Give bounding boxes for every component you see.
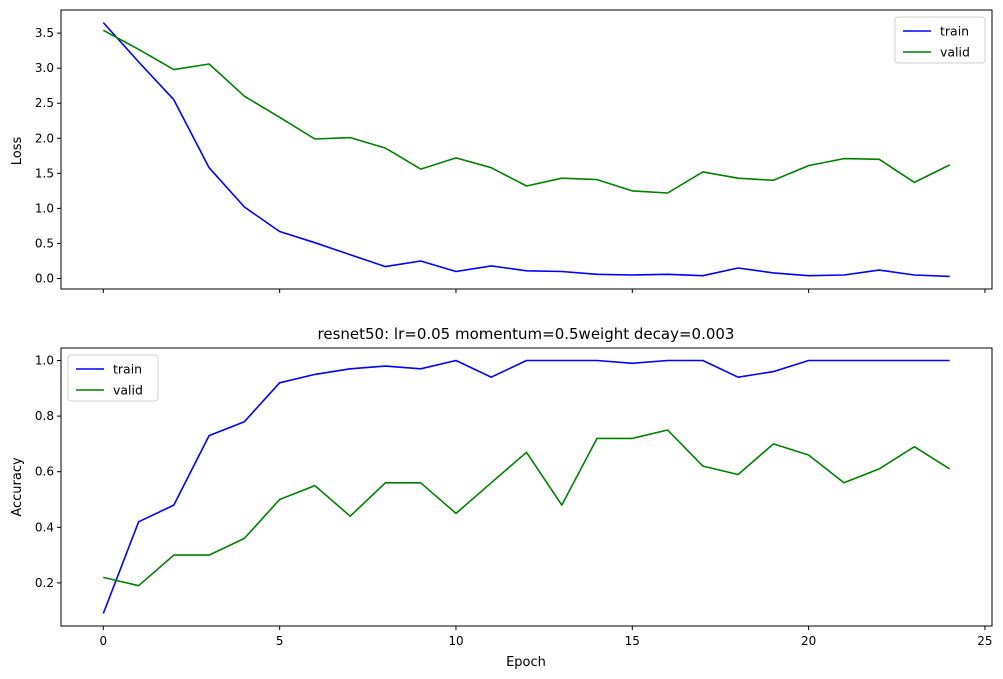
- loss-series-valid-line: [102, 29, 951, 194]
- loss-y-tick-label: 2.0: [35, 131, 54, 145]
- accuracy-y-tick-label: 0.2: [35, 576, 54, 590]
- loss-y-tick-label: 1.0: [35, 201, 54, 215]
- accuracy-x-tick-label: 0: [99, 634, 107, 648]
- accuracy-series-valid-line: [103, 429, 951, 587]
- loss-y-tick-label: 1.5: [35, 166, 54, 180]
- accuracy-legend-label-train: train: [113, 362, 142, 377]
- accuracy-y-axis-label: Accuracy: [10, 457, 25, 517]
- loss-legend: train valid: [894, 16, 986, 64]
- accuracy-legend-label-valid: valid: [113, 383, 143, 398]
- accuracy-x-tick-label: 5: [276, 634, 284, 648]
- accuracy-chart: resnet50: lr=0.05 momentum=0.5weight dec…: [10, 325, 993, 670]
- accuracy-axes-frame: [60, 347, 993, 627]
- accuracy-x-tick-label: 10: [448, 634, 463, 648]
- loss-y-axis-label: Loss: [10, 137, 25, 166]
- loss-axes-frame: [60, 9, 993, 290]
- loss-y-tick-label: 3.0: [35, 61, 54, 75]
- accuracy-y-tick-label: 0.4: [35, 520, 54, 534]
- loss-y-tick-label: 0.0: [35, 271, 54, 285]
- accuracy-x-tick-label: 15: [625, 634, 640, 648]
- loss-plot-area: 0.0 0.5 1.0 1.5 2.0 2.5 3.0 3.5 train valid: [35, 9, 993, 293]
- accuracy-y-tick-label: 0.6: [35, 465, 54, 479]
- loss-series-train-line: [102, 22, 950, 278]
- accuracy-plot-area: 0 5 10 15 20 25 0.2 0.4 0.6 0.8 1.0 train valid: [35, 347, 993, 648]
- loss-legend-label-train: train: [940, 24, 969, 39]
- accuracy-x-axis-label: Epoch: [506, 655, 546, 670]
- accuracy-x-tick-label: 25: [977, 634, 992, 648]
- accuracy-y-tick-label: 1.0: [35, 354, 54, 368]
- loss-legend-label-valid: valid: [940, 45, 970, 60]
- loss-chart: 0.0 0.5 1.0 1.5 2.0 2.5 3.0 3.5 train valid Loss: [10, 9, 993, 293]
- loss-y-tick-label: 2.5: [35, 96, 54, 110]
- loss-y-tick-label: 3.5: [35, 26, 54, 40]
- accuracy-y-tick-label: 0.8: [35, 409, 54, 423]
- accuracy-series-train-line: [102, 359, 950, 614]
- accuracy-legend: train valid: [67, 354, 159, 402]
- loss-y-tick-label: 0.5: [35, 236, 54, 250]
- accuracy-x-tick-label: 20: [801, 634, 816, 648]
- accuracy-chart-title: resnet50: lr=0.05 momentum=0.5weight dec…: [318, 325, 735, 343]
